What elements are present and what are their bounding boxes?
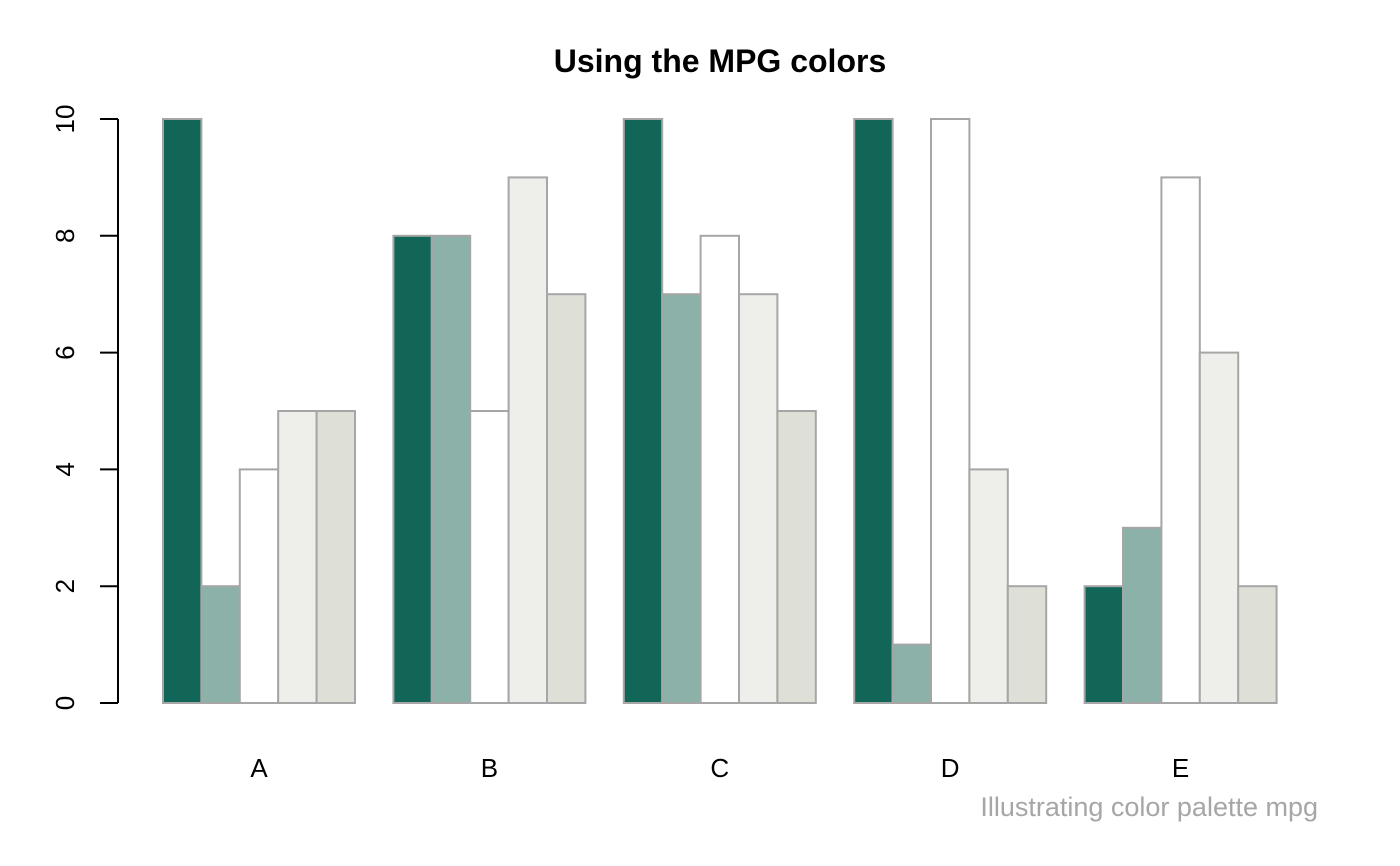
y-axis: 0 2 4 6 8 10: [50, 105, 119, 710]
bar-b-3: [469, 410, 510, 704]
bar-c-5: [776, 410, 817, 704]
bar-a-4: [277, 410, 318, 704]
bar-e-1: [1083, 585, 1124, 705]
bar-c-1: [622, 118, 664, 704]
y-tick-label: 6: [50, 345, 80, 359]
y-tick-label: 8: [50, 229, 80, 243]
bar-b-1: [392, 234, 433, 705]
bar-c-2: [661, 293, 702, 704]
bar-e-3: [1160, 176, 1201, 704]
x-category-label: E: [1172, 753, 1189, 783]
bar-a-2: [200, 585, 241, 705]
bar-e-4: [1198, 351, 1240, 704]
bar-b-4: [507, 176, 549, 704]
y-tick-label: 0: [50, 696, 80, 710]
bar-e-5: [1237, 585, 1278, 705]
chart-caption: Illustrating color palette mpg: [980, 792, 1318, 822]
x-category-label: A: [250, 753, 268, 783]
x-category-label: B: [481, 753, 498, 783]
chart-title: Using the MPG colors: [554, 43, 886, 79]
bar-b-2: [430, 234, 472, 705]
y-tick-label: 10: [50, 105, 80, 134]
bar-d-5: [1006, 585, 1048, 705]
bar-d-3: [930, 118, 971, 704]
bar-d-1: [853, 118, 894, 704]
bar-d-2: [891, 643, 932, 704]
bar-d-4: [968, 468, 1009, 704]
bar-e-2: [1122, 526, 1163, 704]
x-axis-labels: A B C D E: [250, 753, 1189, 783]
bar-a-5: [315, 410, 357, 704]
y-tick-label: 4: [50, 462, 80, 476]
x-category-label: D: [941, 753, 960, 783]
x-category-label: C: [710, 753, 729, 783]
bar-b-5: [546, 293, 587, 704]
bar-c-3: [699, 234, 740, 705]
bars-group: [162, 118, 1278, 705]
bar-a-1: [162, 118, 203, 704]
y-tick-label: 2: [50, 579, 80, 593]
bar-c-4: [738, 293, 779, 704]
bar-a-3: [238, 468, 280, 704]
